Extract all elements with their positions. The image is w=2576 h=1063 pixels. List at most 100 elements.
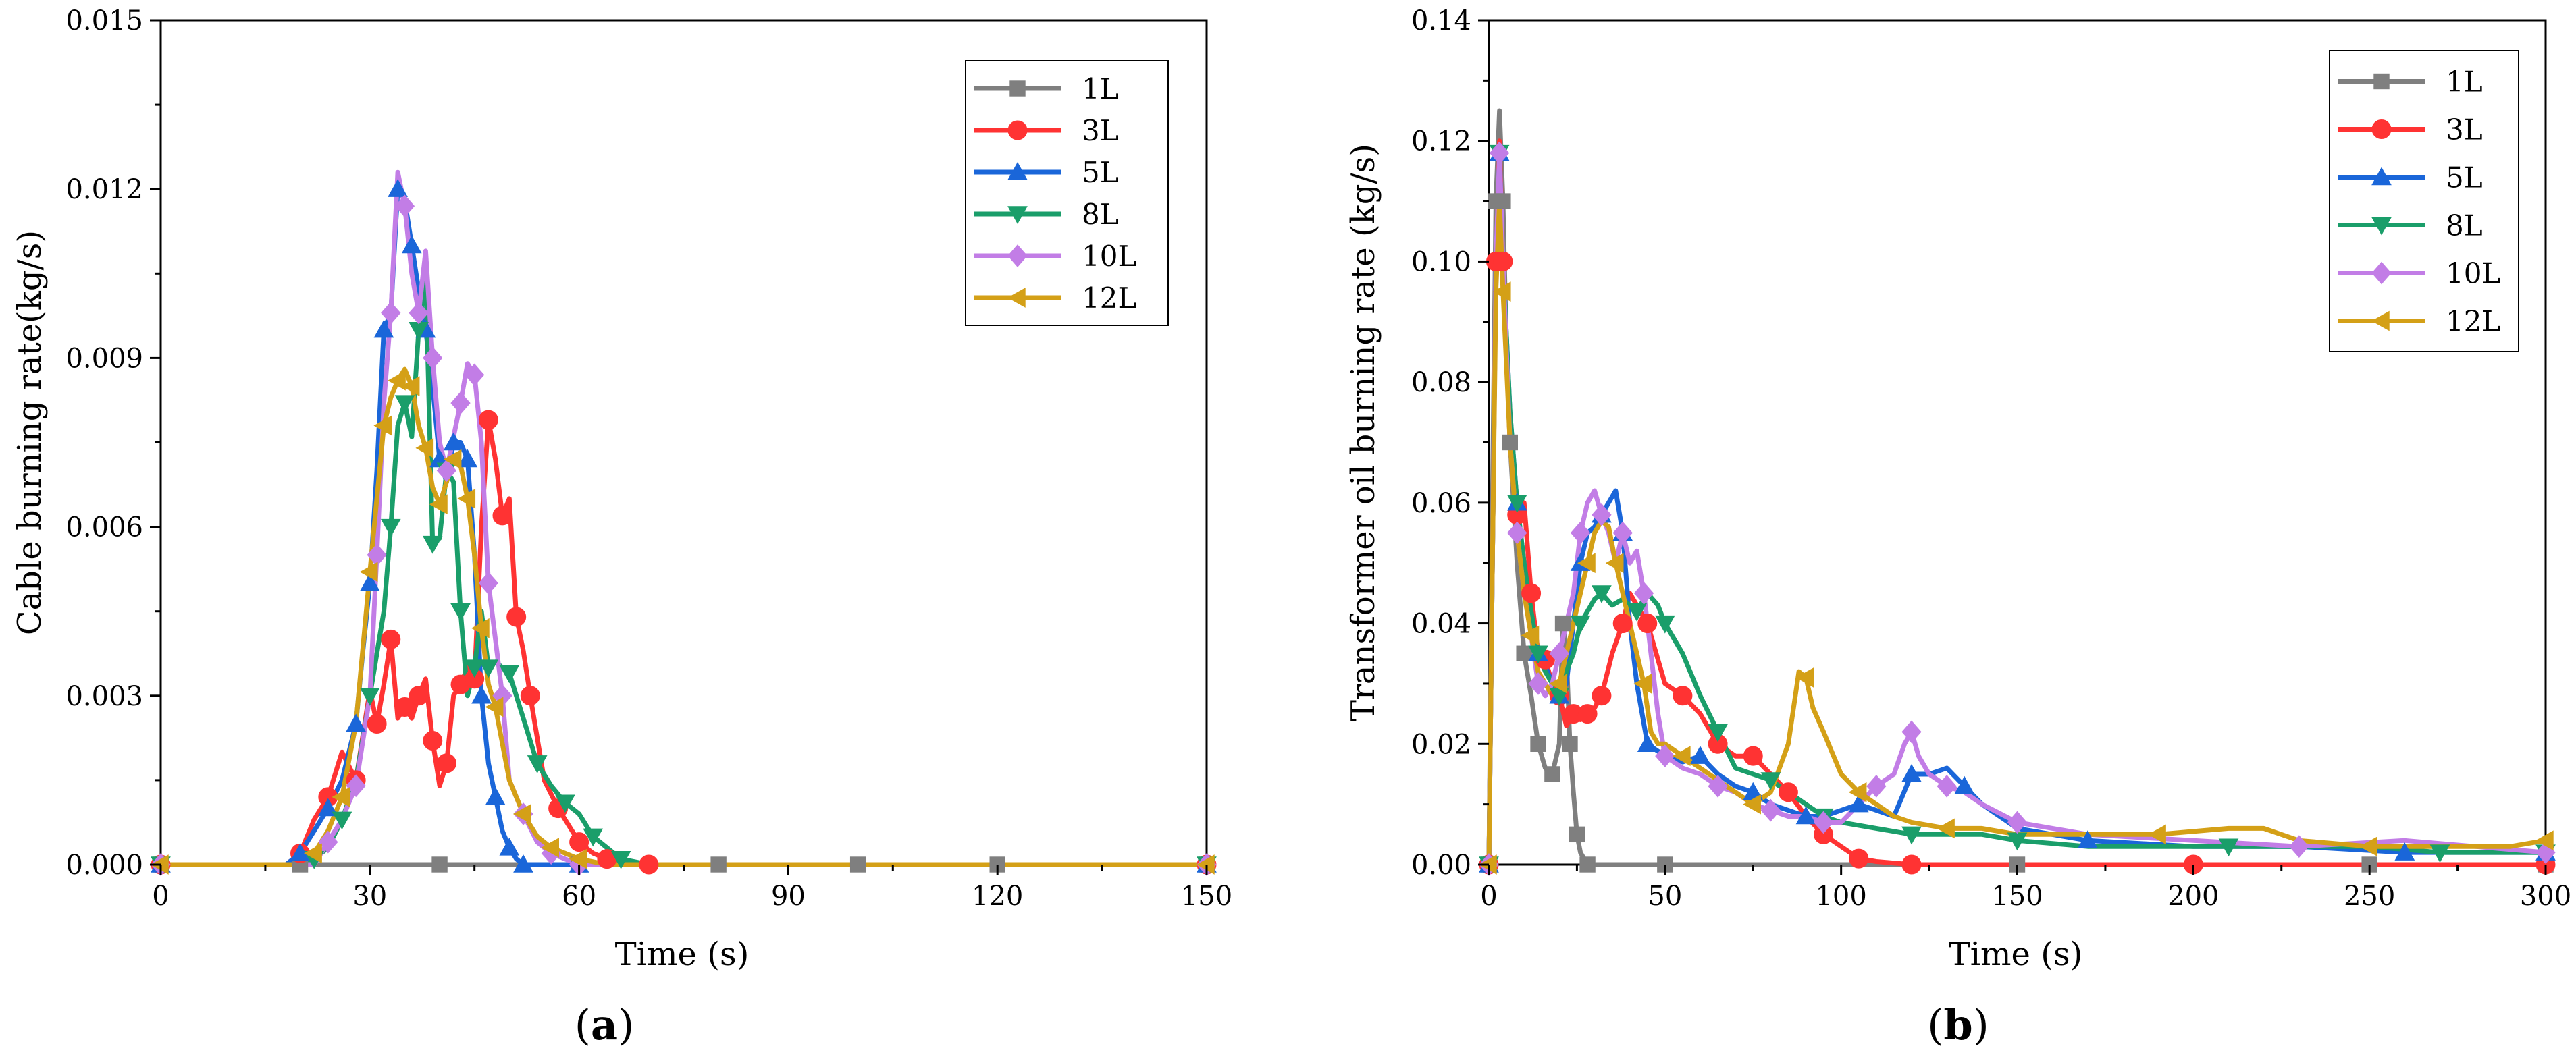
panel-a-data-point-8L xyxy=(499,665,520,684)
panel-b-legend-marker-5L xyxy=(2371,167,2392,186)
panel-b-data-point-12L xyxy=(1743,794,1761,815)
panel-b-legend-item-10L: 10L xyxy=(2338,257,2500,290)
panel-b-data-point-3L xyxy=(1901,854,1922,875)
panel-a-data-point-8L xyxy=(464,659,485,678)
panel-a-legend-marker-10L xyxy=(1007,244,1028,267)
panel-b-legend-marker-10L xyxy=(2371,261,2392,285)
panel-b-x-axis-title: Time (s) xyxy=(1949,935,2083,973)
panel-b-legend-item-5L: 5L xyxy=(2338,161,2483,194)
panel-a-legend-marker-8L xyxy=(1007,206,1028,225)
panel-a-data-point-3L xyxy=(520,686,540,706)
panel-b-data-point-1L xyxy=(1502,434,1519,451)
panel-b-data-point-3L xyxy=(1493,251,1513,271)
panel-a-x-tick-label: 30 xyxy=(352,881,387,912)
panel-b-data-point-3L xyxy=(1849,848,1869,869)
panel-a-data-point-12L xyxy=(415,437,434,458)
panel-a-legend-label-10L: 10L xyxy=(1082,240,1136,273)
panel-a-series-line-3L xyxy=(158,417,1209,867)
panel-a-data-point-5L xyxy=(443,432,464,451)
panel-a-data-point-3L xyxy=(639,854,659,875)
panel-b-data-point-10L xyxy=(1901,720,1922,744)
panel-a-legend-item-3L: 3L xyxy=(974,114,1119,147)
panel-b-legend-item-3L: 3L xyxy=(2338,113,2483,146)
panel-a-data-point-8L xyxy=(380,518,401,537)
panel-b-y-tick-label: 0.12 xyxy=(1411,126,1471,157)
panel-a-data-point-12L xyxy=(512,804,531,824)
panel-b-y-tick-label: 0.14 xyxy=(1411,5,1471,36)
panel-b-data-point-10L xyxy=(1937,774,1957,798)
panel-b-data-point-3L xyxy=(1577,704,1598,724)
panel-b-legend-label-8L: 8L xyxy=(2446,209,2483,242)
panel-b-legend-item-8L: 8L xyxy=(2338,209,2483,242)
panel-b-data-point-10L xyxy=(1592,503,1612,526)
panel-a-data-point-12L xyxy=(457,489,476,509)
panel-b-data-point-12L xyxy=(2359,836,2377,857)
panel-a-x-tick-label: 150 xyxy=(1181,881,1232,912)
panel-a-legend-item-1L: 1L xyxy=(974,72,1119,105)
panel-b-data-point-12L xyxy=(2535,830,2554,851)
panel-b-data-point-10L xyxy=(1612,521,1633,545)
panel-b-data-point-1L xyxy=(1562,736,1578,752)
panel-b-legend-marker-8L xyxy=(2371,217,2392,236)
panel-b-data-point-10L xyxy=(1708,774,1728,798)
panel-b-plot-area: 0 50 100 150 200 250 300 0.00 0.02 0.04 0.06 0.08 0.… xyxy=(1411,5,2571,912)
panel-b-data-point-3L xyxy=(1743,746,1763,766)
panel-a-data-point-10L xyxy=(381,301,401,325)
panel-b-data-point-3L xyxy=(1592,686,1612,706)
panel-b-data-point-5L xyxy=(1848,794,1869,813)
panel-a-data-point-3L xyxy=(409,686,429,706)
panel-a-data-point-3L xyxy=(381,629,401,649)
panel-a-legend-label-12L: 12L xyxy=(1082,281,1136,315)
panel-a-label: (a) xyxy=(575,1000,635,1050)
panel-a-legend-item-5L: 5L xyxy=(974,156,1119,189)
panel-b-x-tick-label: 250 xyxy=(2344,881,2395,912)
panel-b-y-tick-label: 0.02 xyxy=(1411,729,1471,760)
panel-a-data-point-12L xyxy=(541,838,559,858)
panel-b-data-point-5L xyxy=(1690,746,1710,764)
panel-a-data-point-12L xyxy=(332,787,350,807)
panel-b-data-point-12L xyxy=(1795,667,1814,688)
panel-a-data-point-8L xyxy=(527,755,548,773)
panel-a-data-point-3L xyxy=(423,731,443,751)
panel-b-legend-item-12L: 12L xyxy=(2338,305,2500,338)
panel-a-data-point-5L xyxy=(513,854,533,873)
panel-b-data-point-8L xyxy=(1627,603,1647,622)
panel-a-data-point-1L xyxy=(431,856,448,873)
panel-a-legend-item-8L: 8L xyxy=(974,198,1119,231)
panel-a-y-tick-label: 0.009 xyxy=(65,343,143,374)
panel-b-data-point-12L xyxy=(1577,553,1596,574)
panel-b-data-point-8L xyxy=(1654,615,1675,634)
panel-a-legend-marker-1L xyxy=(1009,80,1026,97)
panel-b-data-point-12L xyxy=(1633,674,1652,694)
panel-a-y-tick-label: 0.000 xyxy=(65,850,143,881)
panel-a-data-point-5L xyxy=(401,235,422,254)
panel-a-data-point-10L xyxy=(465,363,485,387)
panel-b-data-point-1L xyxy=(1579,856,1596,873)
panel-b-x-tick-label: 300 xyxy=(2520,881,2571,912)
panel-b-data-point-5L xyxy=(1637,734,1658,752)
panel-a-data-point-10L xyxy=(450,391,471,414)
panel-b-data-point-3L xyxy=(1778,782,1798,802)
panel-b-data-point-10L xyxy=(2007,811,2028,834)
panel-b-legend-label-10L: 10L xyxy=(2446,257,2500,290)
panel-a-legend: 1L 3L 5L 8L 10L 12L xyxy=(965,60,1169,326)
panel-b-data-point-10L xyxy=(2289,835,2309,858)
panel-b-data-point-10L xyxy=(1570,521,1591,545)
panel-a-y-tick-label: 0.003 xyxy=(65,681,143,712)
panel-a-legend-item-12L: 12L xyxy=(974,281,1136,315)
panel-a-data-point-8L xyxy=(478,659,499,678)
panel-a-legend-marker-3L xyxy=(1007,120,1028,140)
panel-b-legend: 1L 3L 5L 8L 10L 12L xyxy=(2329,50,2519,352)
panel-a-series-line-12L xyxy=(158,366,1209,867)
panel-b-data-point-10L xyxy=(1813,811,1834,834)
panel-a-label-letter: a xyxy=(591,1000,618,1050)
panel-a-series-markers-12L xyxy=(150,370,1215,875)
panel-b-legend-label-1L: 1L xyxy=(2446,65,2483,99)
panel-b-data-point-10L xyxy=(1549,642,1569,665)
panel-a-x-axis-title: Time (s) xyxy=(615,935,750,973)
panel-b-legend-label-3L: 3L xyxy=(2446,113,2483,146)
panel-a-data-point-10L xyxy=(423,346,443,370)
panel-b-series-markers-12L xyxy=(1478,281,2554,875)
panel-b-data-point-1L xyxy=(1554,615,1571,632)
